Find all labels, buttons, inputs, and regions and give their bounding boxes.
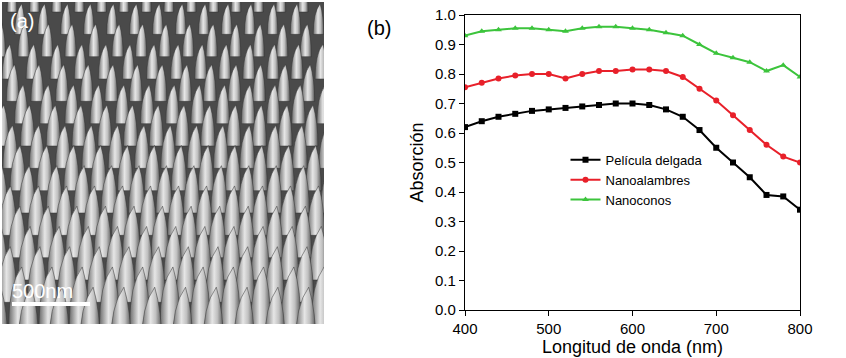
svg-text:0.1: 0.1 <box>435 272 456 289</box>
svg-text:800: 800 <box>787 320 812 337</box>
svg-text:1.0: 1.0 <box>435 6 456 23</box>
svg-text:0.3: 0.3 <box>435 213 456 230</box>
svg-text:0.5: 0.5 <box>435 154 456 171</box>
svg-text:(b): (b) <box>367 17 391 39</box>
svg-text:600: 600 <box>620 320 645 337</box>
svg-text:500: 500 <box>536 320 561 337</box>
svg-text:500nm: 500nm <box>12 280 73 302</box>
svg-text:Nanoalambres: Nanoalambres <box>606 173 691 188</box>
svg-text:0.8: 0.8 <box>435 65 456 82</box>
svg-text:Nanoconos: Nanoconos <box>606 193 672 208</box>
svg-text:0.2: 0.2 <box>435 242 456 259</box>
svg-text:0.4: 0.4 <box>435 183 456 200</box>
svg-text:(a): (a) <box>10 10 34 32</box>
svg-text:0.7: 0.7 <box>435 95 456 112</box>
svg-text:Película delgada: Película delgada <box>606 153 703 168</box>
svg-text:0.0: 0.0 <box>435 301 456 318</box>
svg-text:700: 700 <box>704 320 729 337</box>
svg-text:Longitud de onda (nm): Longitud de onda (nm) <box>542 337 723 357</box>
svg-text:400: 400 <box>452 320 477 337</box>
svg-text:0.9: 0.9 <box>435 36 456 53</box>
svg-text:0.6: 0.6 <box>435 124 456 141</box>
svg-text:Absorción: Absorción <box>407 122 427 202</box>
